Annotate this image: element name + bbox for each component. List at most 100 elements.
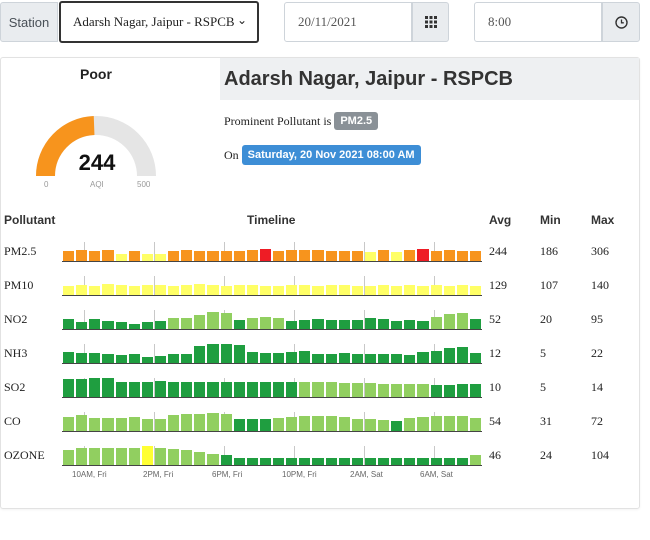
timeline-bar[interactable] bbox=[194, 284, 206, 295]
timeline-bar[interactable] bbox=[299, 320, 311, 329]
timeline-bar[interactable] bbox=[63, 286, 75, 295]
timeline-bar[interactable] bbox=[299, 250, 311, 261]
timeline-bar[interactable] bbox=[141, 254, 153, 261]
timeline-bar[interactable] bbox=[286, 458, 298, 465]
timeline-bar[interactable] bbox=[404, 285, 416, 295]
timeline-bar[interactable] bbox=[181, 354, 193, 363]
timeline-bar[interactable] bbox=[181, 414, 193, 431]
timeline-bar[interactable] bbox=[89, 448, 101, 465]
timeline-bar[interactable] bbox=[141, 382, 153, 397]
timeline-bar[interactable] bbox=[154, 356, 166, 363]
timeline-bar[interactable] bbox=[391, 252, 403, 261]
timeline-bar[interactable] bbox=[430, 251, 442, 261]
timeline-bar[interactable] bbox=[102, 448, 114, 465]
timeline-bar[interactable] bbox=[325, 354, 337, 363]
timeline-bar[interactable] bbox=[76, 415, 88, 431]
timeline-bar[interactable] bbox=[128, 324, 140, 329]
timeline-bar[interactable] bbox=[259, 249, 271, 261]
timeline-bar[interactable] bbox=[246, 458, 258, 465]
timeline-bar[interactable] bbox=[246, 318, 258, 329]
timeline-bar[interactable] bbox=[351, 458, 363, 465]
timeline-bar[interactable] bbox=[286, 250, 298, 261]
timeline-bar[interactable] bbox=[299, 458, 311, 465]
timeline-bar[interactable] bbox=[128, 382, 140, 397]
timeline-bar[interactable] bbox=[89, 418, 101, 431]
timeline-bar[interactable] bbox=[115, 285, 127, 295]
timeline-bar[interactable] bbox=[168, 286, 180, 295]
timeline-bar[interactable] bbox=[417, 417, 429, 431]
timeline-bar[interactable] bbox=[181, 250, 193, 261]
timeline-bar[interactable] bbox=[246, 285, 258, 295]
timeline-bar[interactable] bbox=[312, 319, 324, 329]
timeline-bar[interactable] bbox=[194, 414, 206, 431]
timeline-bar[interactable] bbox=[233, 458, 245, 465]
timeline-bar[interactable] bbox=[312, 286, 324, 295]
timeline-bar[interactable] bbox=[115, 322, 127, 329]
timeline-bar[interactable] bbox=[404, 355, 416, 363]
timeline-bar[interactable] bbox=[299, 382, 311, 397]
timeline-bar[interactable] bbox=[417, 384, 429, 397]
timeline-bar[interactable] bbox=[325, 382, 337, 397]
timeline-bar[interactable] bbox=[273, 382, 285, 397]
timeline-bar[interactable] bbox=[181, 285, 193, 295]
timeline-bar[interactable] bbox=[391, 354, 403, 363]
timeline-bar[interactable] bbox=[154, 321, 166, 329]
timeline-bar[interactable] bbox=[338, 251, 350, 261]
timeline-bar[interactable] bbox=[194, 315, 206, 329]
timeline-bar[interactable] bbox=[207, 285, 219, 295]
timeline-bar[interactable] bbox=[115, 448, 127, 465]
timeline-bar[interactable] bbox=[273, 251, 285, 261]
timeline-bar[interactable] bbox=[168, 251, 180, 261]
timeline-bar[interactable] bbox=[168, 354, 180, 363]
timeline-bar[interactable] bbox=[154, 381, 166, 397]
timeline-bar[interactable] bbox=[364, 458, 376, 465]
timeline-bar[interactable] bbox=[443, 416, 455, 431]
timeline-bar[interactable] bbox=[273, 318, 285, 329]
timeline-bar[interactable] bbox=[391, 384, 403, 397]
timeline-bar[interactable] bbox=[404, 320, 416, 329]
timeline-bar[interactable] bbox=[430, 416, 442, 431]
timeline-bar[interactable] bbox=[102, 378, 114, 397]
timeline-bar[interactable] bbox=[378, 250, 390, 261]
timeline-bar[interactable] bbox=[378, 285, 390, 295]
timeline-bar[interactable] bbox=[128, 251, 140, 261]
timeline-bar[interactable] bbox=[102, 250, 114, 261]
timeline-bar[interactable] bbox=[351, 286, 363, 295]
timeline-bar[interactable] bbox=[364, 318, 376, 329]
timeline-bar[interactable] bbox=[102, 321, 114, 329]
timeline-bar[interactable] bbox=[338, 383, 350, 397]
timeline-bar[interactable] bbox=[364, 383, 376, 397]
calendar-button[interactable] bbox=[412, 2, 449, 42]
timeline-bar[interactable] bbox=[364, 419, 376, 431]
timeline-bar[interactable] bbox=[63, 319, 75, 329]
timeline-bar[interactable] bbox=[76, 379, 88, 397]
timeline-bar[interactable] bbox=[220, 414, 232, 431]
timeline-bar[interactable] bbox=[404, 418, 416, 431]
timeline-bar[interactable] bbox=[246, 352, 258, 363]
clock-button[interactable] bbox=[602, 2, 640, 42]
timeline-bar[interactable] bbox=[325, 320, 337, 329]
timeline-bar[interactable] bbox=[286, 285, 298, 295]
timeline-bar[interactable] bbox=[141, 322, 153, 329]
timeline-bar[interactable] bbox=[299, 416, 311, 431]
timeline-bar[interactable] bbox=[115, 418, 127, 431]
timeline-bar[interactable] bbox=[76, 250, 88, 261]
timeline-bar[interactable] bbox=[469, 251, 481, 261]
timeline-bar[interactable] bbox=[338, 353, 350, 363]
timeline-bar[interactable] bbox=[128, 417, 140, 431]
timeline-bar[interactable] bbox=[220, 286, 232, 295]
timeline-bar[interactable] bbox=[469, 319, 481, 329]
timeline-bar[interactable] bbox=[417, 458, 429, 465]
timeline-bar[interactable] bbox=[443, 250, 455, 261]
timeline-bar[interactable] bbox=[430, 385, 442, 397]
timeline-bar[interactable] bbox=[141, 357, 153, 363]
timeline-bar[interactable] bbox=[220, 313, 232, 329]
timeline-bar[interactable] bbox=[456, 285, 468, 295]
timeline-bar[interactable] bbox=[220, 251, 232, 261]
timeline-bar[interactable] bbox=[312, 416, 324, 431]
timeline-bar[interactable] bbox=[286, 352, 298, 363]
timeline-bar[interactable] bbox=[181, 382, 193, 397]
timeline-bar[interactable] bbox=[286, 382, 298, 397]
timeline-bar[interactable] bbox=[207, 312, 219, 329]
timeline-bar[interactable] bbox=[364, 252, 376, 261]
